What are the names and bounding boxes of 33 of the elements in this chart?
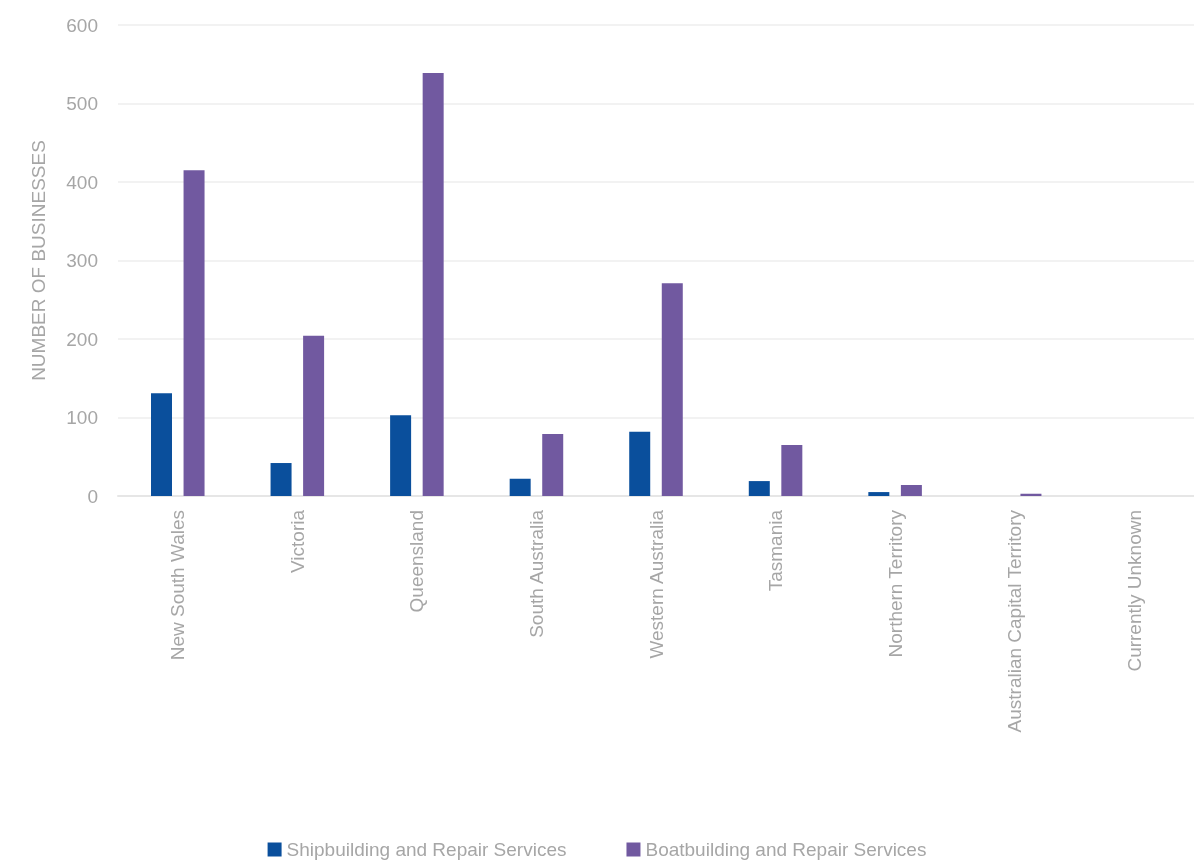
legend-label: Shipbuilding and Repair Services xyxy=(286,839,567,860)
x-tick-label: New South Wales xyxy=(167,510,189,661)
bar xyxy=(900,485,922,496)
legend-label: Boatbuilding and Repair Services xyxy=(645,839,927,860)
bar xyxy=(781,444,803,496)
bar xyxy=(151,393,172,496)
x-tick-label: Currently Unknown xyxy=(1123,510,1145,672)
bar xyxy=(748,481,770,496)
y-tick-label: 500 xyxy=(66,93,98,114)
bar xyxy=(661,283,683,496)
x-tick-label: Victoria xyxy=(286,509,308,574)
y-tick-label: 0 xyxy=(87,485,98,507)
bar xyxy=(183,170,205,496)
x-tick-label: Western Australia xyxy=(645,509,667,659)
y-tick-label: 200 xyxy=(66,328,98,350)
bar xyxy=(390,415,412,496)
bar xyxy=(509,478,531,496)
bar xyxy=(270,463,292,496)
bar xyxy=(542,433,564,496)
y-tick-label: 400 xyxy=(66,171,98,193)
bar xyxy=(868,492,890,496)
bar xyxy=(422,72,444,496)
y-tick-label: 600 xyxy=(66,14,98,36)
x-tick-label: Australian Capital Territory xyxy=(1004,509,1026,733)
x-tick-label: Queensland xyxy=(406,510,428,613)
y-tick-label: 300 xyxy=(66,250,98,271)
y-axis-title: NUMBER OF BUSINESSES xyxy=(28,140,49,381)
x-tick-label: Northern Territory xyxy=(884,509,906,658)
x-tick-label: South Australia xyxy=(525,509,547,638)
bar xyxy=(303,335,325,496)
y-tick-label: 100 xyxy=(66,407,98,428)
bar xyxy=(629,431,651,496)
x-tick-label: Tasmania xyxy=(765,509,787,592)
